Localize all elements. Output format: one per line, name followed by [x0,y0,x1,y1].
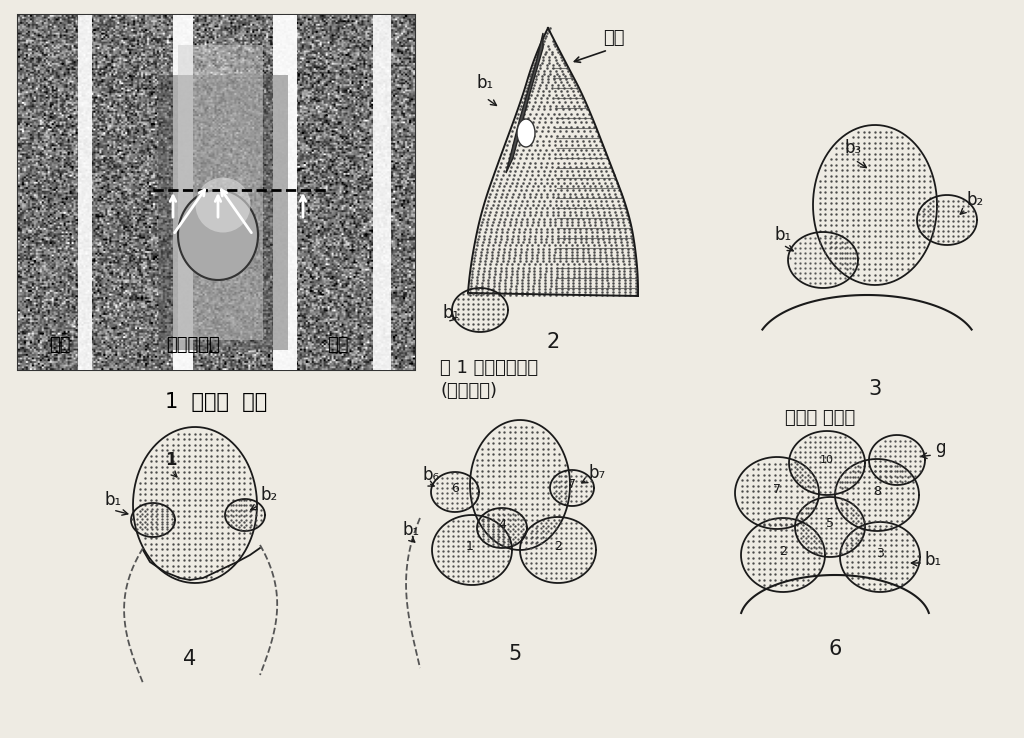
Bar [158,75,288,350]
Ellipse shape [196,178,251,232]
Text: 7: 7 [568,478,575,491]
Text: (유수분화): (유수분화) [440,382,497,400]
Ellipse shape [517,119,535,147]
Text: 지엽: 지엽 [49,336,71,354]
Text: 2: 2 [779,545,786,558]
Text: b₁: b₁ [105,491,122,509]
Text: b₁: b₁ [925,551,942,569]
Bar [18,15,415,370]
Text: 지엽: 지엽 [328,336,349,354]
Text: b₁: b₁ [476,74,494,92]
Text: 4: 4 [498,518,506,531]
Bar [173,15,193,370]
Text: b₂: b₂ [967,191,984,209]
Bar [178,45,263,340]
Text: 3: 3 [877,547,884,560]
Text: b₁: b₁ [402,521,419,539]
Text: b₁: b₁ [443,304,460,322]
Text: b₁: b₁ [775,226,793,244]
Text: 제 1 포원기분화기: 제 1 포원기분화기 [440,359,539,377]
Text: 2: 2 [547,332,560,352]
Text: 포원기 증가기: 포원기 증가기 [785,409,855,427]
Bar [373,15,391,370]
Text: 지엽: 지엽 [603,29,625,47]
Polygon shape [506,33,543,173]
Text: 5: 5 [508,644,521,664]
Text: 1: 1 [165,451,176,469]
Text: 6: 6 [828,639,842,659]
Text: 4: 4 [183,649,197,669]
Text: 10: 10 [820,455,834,465]
Text: b₂: b₂ [260,486,278,504]
Text: 8: 8 [873,485,881,498]
Text: 7: 7 [773,483,781,496]
Text: 2: 2 [554,540,562,553]
Text: b₆: b₆ [422,466,439,484]
Bar [273,15,297,370]
Bar [78,15,92,370]
Text: 1  유수의  분화: 1 유수의 분화 [165,392,267,412]
Text: 1: 1 [466,540,474,553]
Text: 5: 5 [826,517,834,530]
Text: g: g [935,439,945,457]
Text: 6: 6 [451,482,459,495]
Text: b₃: b₃ [845,139,862,157]
Text: 포원기분화: 포원기분화 [166,336,220,354]
Ellipse shape [178,190,258,280]
Text: b₇: b₇ [588,464,605,482]
Text: 3: 3 [868,379,882,399]
